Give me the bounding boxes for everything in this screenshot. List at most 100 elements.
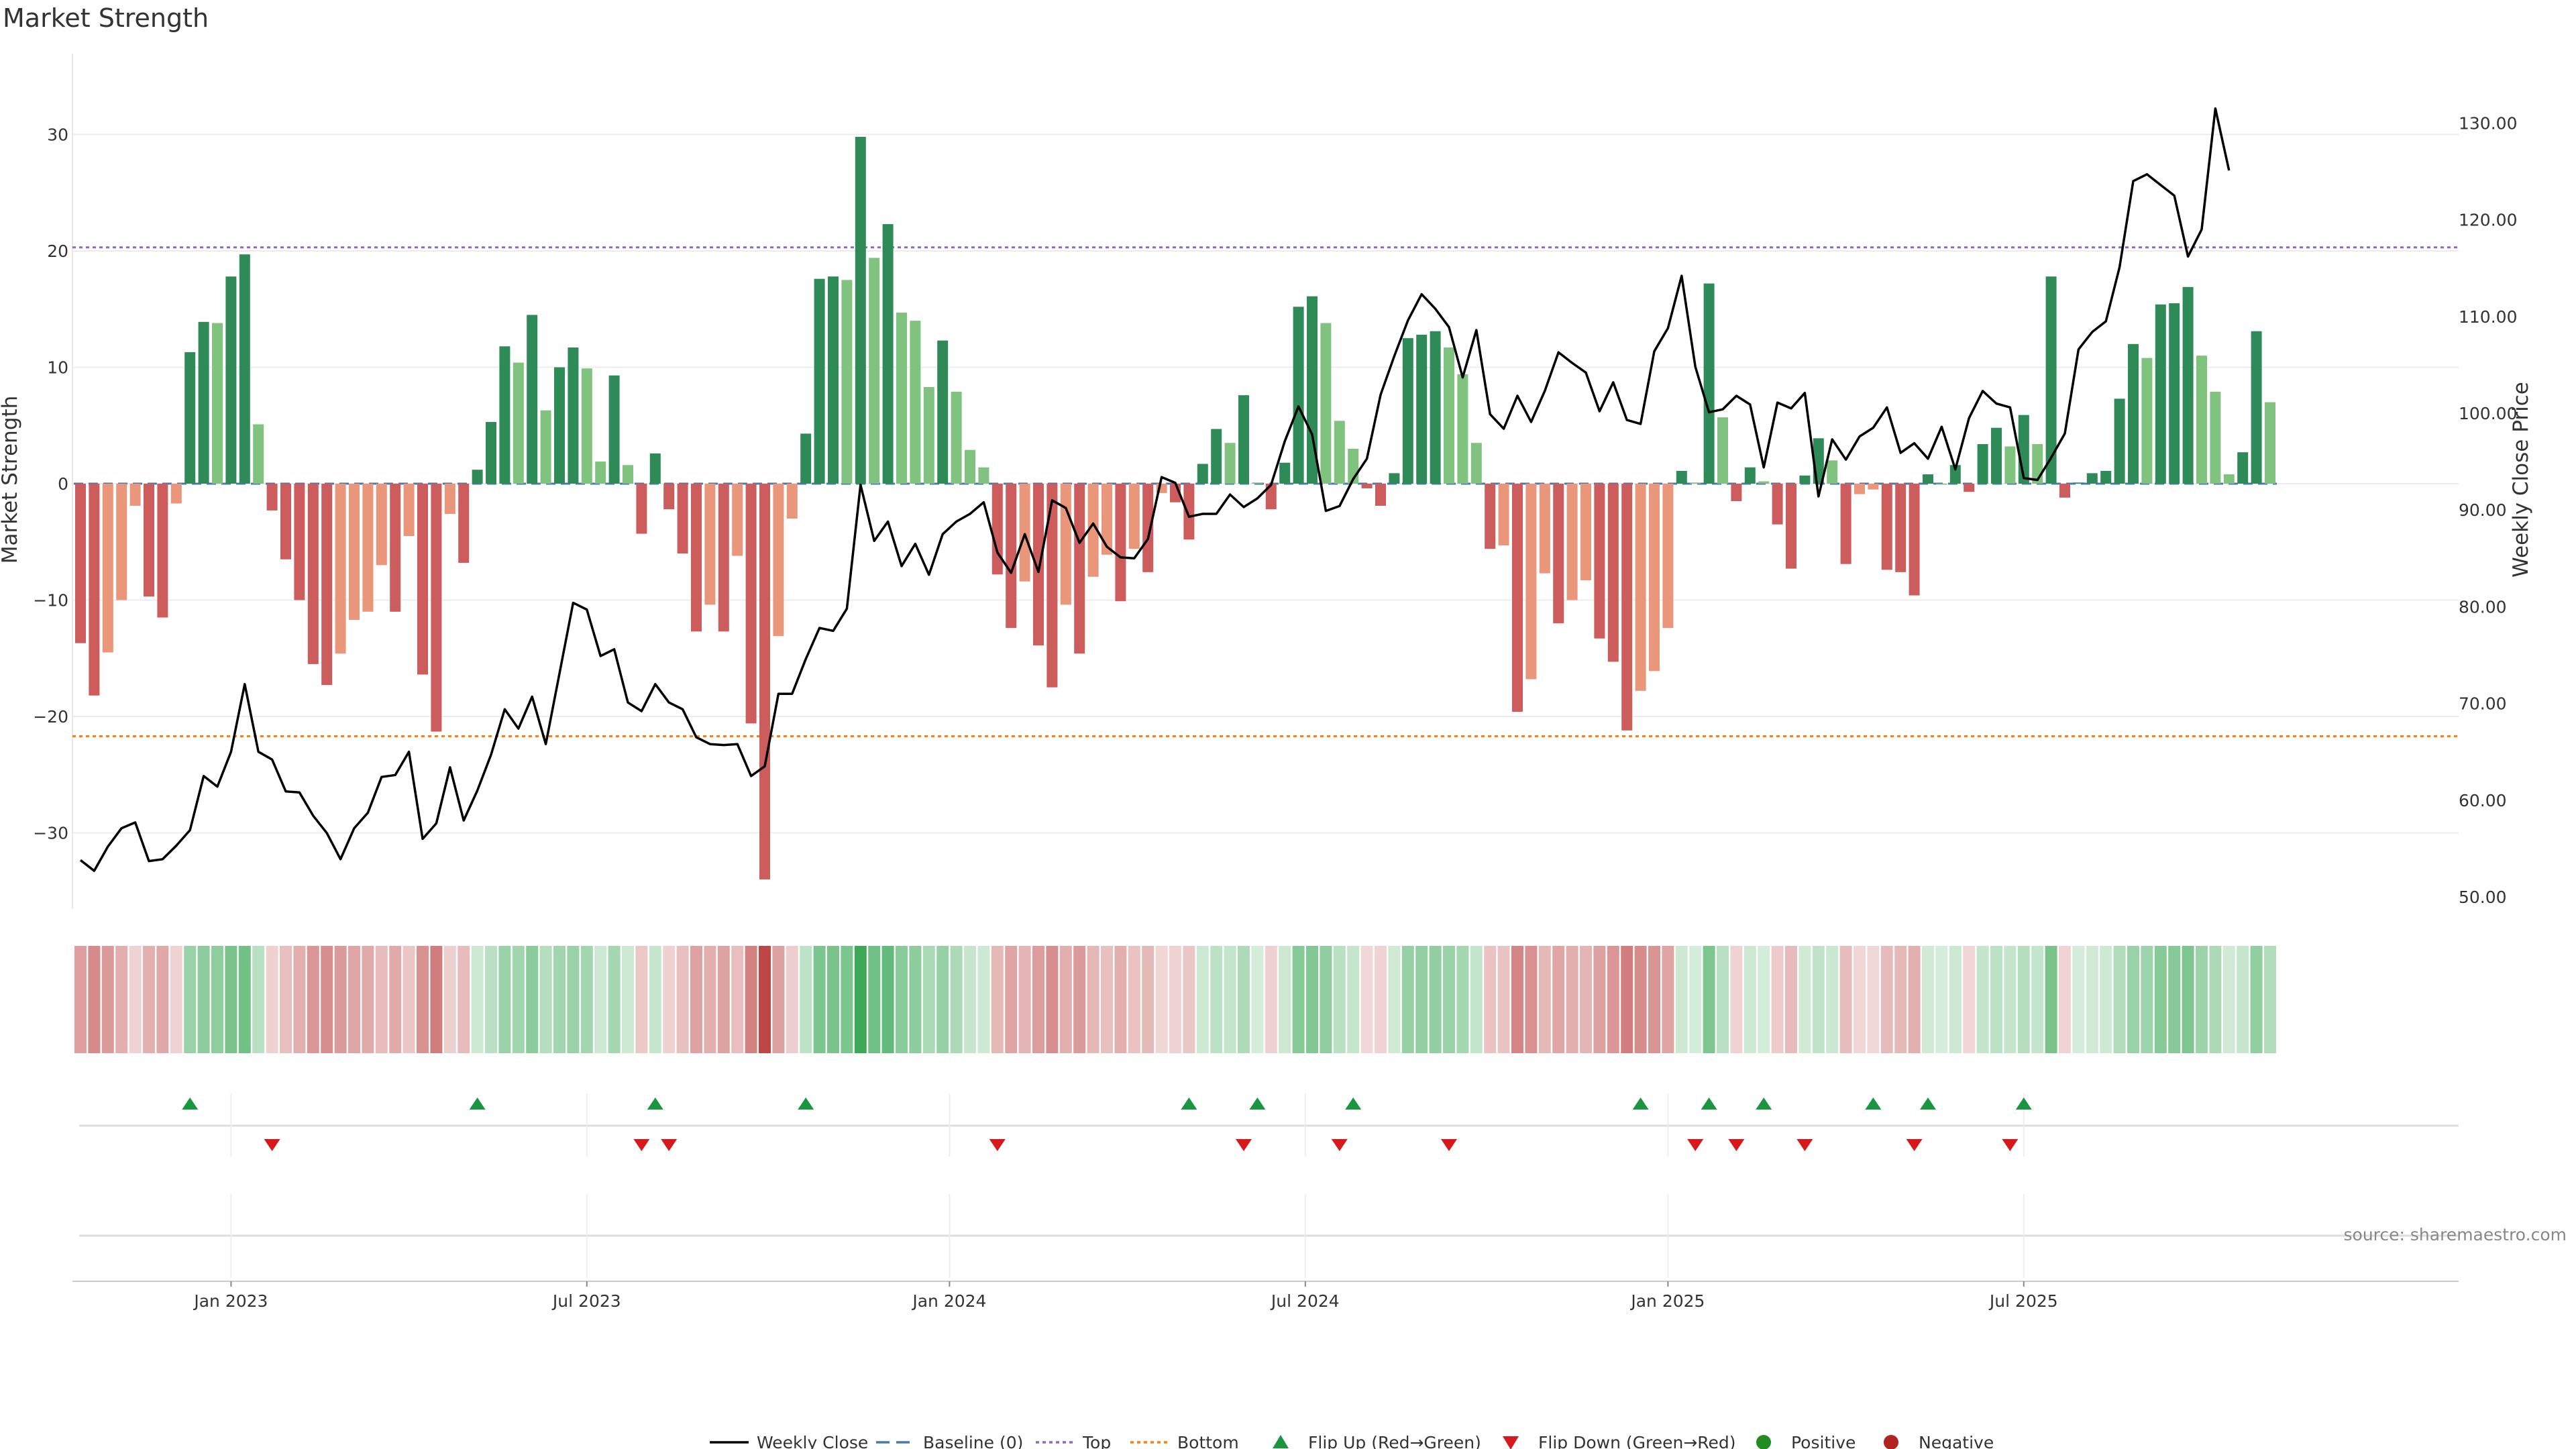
heat-cell bbox=[1662, 946, 1674, 1053]
heat-cell bbox=[1717, 946, 1729, 1053]
y-left-tick-label: 0 bbox=[58, 474, 68, 494]
flip-up-marker bbox=[1249, 1097, 1266, 1110]
heat-cell bbox=[594, 946, 607, 1053]
heat-cell bbox=[1880, 946, 1893, 1053]
strength-bar bbox=[1840, 484, 1851, 564]
strength-bar bbox=[1485, 484, 1496, 549]
strength-bar bbox=[362, 484, 374, 612]
strength-bar bbox=[2223, 474, 2235, 484]
heat-cell bbox=[2086, 946, 2098, 1053]
strength-bar bbox=[1498, 484, 1509, 545]
strength-bar bbox=[1977, 444, 1988, 484]
strength-bar bbox=[1416, 334, 1428, 484]
heat-cell bbox=[1839, 946, 1852, 1053]
strength-heat-strip bbox=[74, 946, 2276, 1053]
strength-bar bbox=[198, 321, 209, 484]
strength-bar bbox=[1909, 484, 1920, 596]
heat-cell bbox=[1183, 946, 1195, 1053]
heat-cell bbox=[950, 946, 963, 1053]
strength-bar bbox=[1293, 307, 1304, 484]
heat-cell bbox=[1538, 946, 1551, 1053]
heat-cell bbox=[417, 946, 429, 1053]
heat-cell bbox=[1908, 946, 1921, 1053]
flip-down-marker bbox=[1796, 1139, 1813, 1151]
strength-bar bbox=[321, 484, 333, 686]
heat-cell bbox=[156, 946, 169, 1053]
strength-bar bbox=[1731, 484, 1742, 502]
heat-cell bbox=[813, 946, 826, 1053]
y-right-tick-label: 100.00 bbox=[2459, 404, 2517, 423]
strength-bar bbox=[636, 484, 647, 534]
heat-cell bbox=[1224, 946, 1236, 1053]
y-left-tick-label: 20 bbox=[47, 241, 68, 261]
strength-bar bbox=[431, 484, 442, 732]
heat-cell bbox=[2017, 946, 2030, 1053]
strength-bar bbox=[1307, 296, 1318, 484]
strength-bar bbox=[335, 484, 346, 654]
heat-cell bbox=[1292, 946, 1305, 1053]
flip-down-marker bbox=[1906, 1139, 1923, 1151]
strength-bar bbox=[800, 433, 812, 484]
strength-bar bbox=[403, 484, 415, 537]
strength-bar bbox=[2045, 276, 2057, 484]
heat-cell bbox=[1990, 946, 2002, 1053]
strength-bar bbox=[1553, 484, 1564, 624]
strength-bar bbox=[417, 484, 428, 675]
heat-cell bbox=[184, 946, 197, 1053]
heat-cell bbox=[1142, 946, 1155, 1053]
heat-cell bbox=[2127, 946, 2139, 1053]
heat-cell bbox=[2072, 946, 2085, 1053]
heat-cell bbox=[1511, 946, 1523, 1053]
heat-cell bbox=[1758, 946, 1770, 1053]
y-right-tick-label: 80.00 bbox=[2459, 597, 2507, 616]
strength-bar bbox=[814, 278, 825, 484]
strength-bar bbox=[1102, 484, 1112, 555]
strength-bar bbox=[89, 484, 100, 696]
heat-cell bbox=[1607, 946, 1619, 1053]
heat-cell bbox=[1703, 946, 1715, 1053]
strength-bar bbox=[554, 367, 565, 484]
heat-cell bbox=[1333, 946, 1346, 1053]
flip-up-marker bbox=[1756, 1097, 1772, 1110]
strength-bar bbox=[1991, 427, 2002, 484]
strength-bar bbox=[2182, 286, 2194, 484]
heat-cell bbox=[280, 946, 292, 1053]
strength-bar bbox=[1115, 484, 1126, 602]
heat-cell bbox=[1456, 946, 1469, 1053]
heat-cell bbox=[74, 946, 87, 1053]
heat-cell bbox=[1949, 946, 1962, 1053]
heat-cell bbox=[1634, 946, 1647, 1053]
strength-bar bbox=[1936, 484, 1947, 485]
strength-bar bbox=[239, 254, 250, 484]
y-right-tick-label: 50.00 bbox=[2459, 888, 2507, 907]
strength-bar bbox=[266, 484, 278, 511]
heat-cell bbox=[334, 946, 347, 1053]
strength-bar bbox=[1224, 443, 1236, 484]
strength-bar bbox=[2265, 402, 2275, 484]
strength-bar bbox=[2237, 452, 2249, 484]
strength-bar bbox=[1320, 323, 1332, 484]
flip-down-marker bbox=[1441, 1139, 1457, 1151]
flip-down-marker bbox=[633, 1139, 650, 1151]
heat-cell bbox=[1388, 946, 1401, 1053]
strength-bar bbox=[486, 422, 496, 484]
heat-cell bbox=[649, 946, 661, 1053]
strength-bar bbox=[2155, 304, 2166, 484]
x-tick-label: Jul 2024 bbox=[1270, 1291, 1340, 1311]
heat-cell bbox=[2182, 946, 2194, 1053]
heat-cell bbox=[1812, 946, 1825, 1053]
bottom-panel bbox=[79, 1194, 2459, 1278]
heat-cell bbox=[1018, 946, 1031, 1053]
heat-cell bbox=[1306, 946, 1318, 1053]
strength-bar bbox=[978, 467, 989, 484]
strength-bar bbox=[2196, 356, 2207, 484]
strength-bar bbox=[1964, 484, 1975, 492]
x-tick-label: Jan 2024 bbox=[911, 1291, 986, 1311]
heat-cell bbox=[1155, 946, 1168, 1053]
strength-bar bbox=[444, 484, 455, 515]
flip-down-marker bbox=[1236, 1139, 1252, 1151]
flip-down-marker bbox=[264, 1139, 280, 1151]
heat-cell bbox=[1854, 946, 1866, 1053]
legend-label: Weekly Close bbox=[757, 1433, 868, 1449]
